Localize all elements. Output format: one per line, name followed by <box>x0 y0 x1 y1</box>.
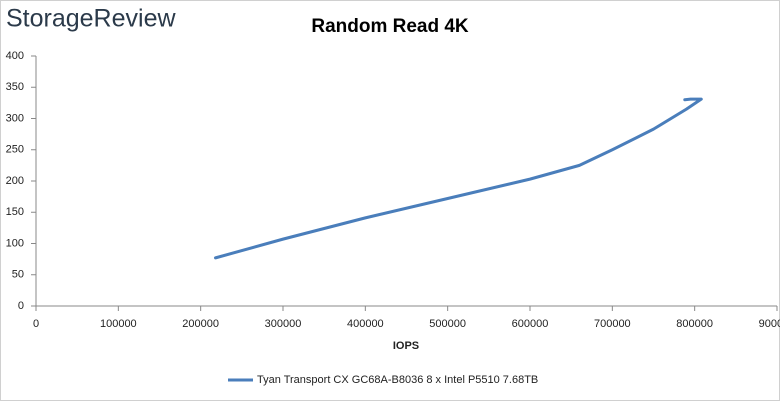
x-tick-label: 600000 <box>512 318 549 330</box>
y-tick-label: 100 <box>6 237 24 249</box>
x-tick-label: 300000 <box>265 318 302 330</box>
y-tick-label: 400 <box>6 50 24 62</box>
chart-title: Random Read 4K <box>311 16 469 37</box>
y-tick-label: 200 <box>6 175 24 187</box>
x-tick-label: 100000 <box>100 318 137 330</box>
y-tick-label: 0 <box>18 300 24 312</box>
x-tick-label: 400000 <box>347 318 384 330</box>
x-tick-label: 900000 <box>759 318 780 330</box>
y-tick-label: 350 <box>6 81 24 93</box>
y-tick-label: 300 <box>6 112 24 124</box>
y-tick-label: 50 <box>12 269 24 281</box>
x-axis-label: IOPS <box>393 340 419 352</box>
y-tick-label: 150 <box>6 206 24 218</box>
x-tick-label: 700000 <box>594 318 631 330</box>
data-line <box>213 97 703 260</box>
x-tick-label: 800000 <box>676 318 713 330</box>
y-tick-label: 250 <box>6 144 24 156</box>
x-tick-label: 200000 <box>182 318 219 330</box>
x-tick-label: 0 <box>33 318 39 330</box>
legend-label: Tyan Transport CX GC68A-B8036 8 x Intel … <box>257 374 538 386</box>
brand-logo: StorageReview <box>6 5 176 33</box>
x-tick-label: 500000 <box>429 318 466 330</box>
